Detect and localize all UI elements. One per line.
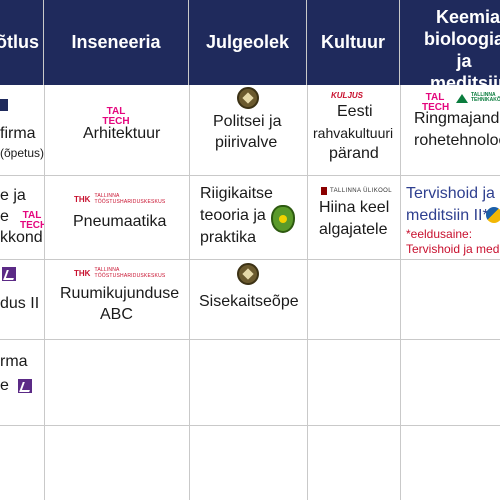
prerequisite-label: *eeldusaine: [406, 227, 473, 241]
course-cell-col0-row3[interactable]: rma e [0, 339, 44, 425]
tech-college-logo-text: TALLINNA TEHNIKAKÕRG [471, 92, 500, 103]
course-title: Hiina keel [319, 199, 390, 216]
course-cell-empty [307, 259, 400, 339]
column-header-label: Julgeolek [205, 32, 290, 52]
course-title: Sisekaitseõpe [199, 293, 299, 310]
course-title: kkond [0, 229, 43, 246]
column-divider [400, 85, 401, 500]
column-divider [44, 85, 45, 500]
course-cell-riigikaitse[interactable]: Riigikaitse teooria ja praktika [189, 175, 307, 259]
row-divider [0, 425, 500, 426]
column-divider [189, 85, 190, 500]
column-header-keemia[interactable]: Keemia, bioloogia ja meditsiin [400, 0, 500, 85]
column-header-label: õtlus [0, 32, 39, 52]
row-divider [0, 175, 500, 176]
tallinn-university-logo-text: TALLINNA ÜLIKOOL [330, 188, 392, 194]
academy-crest-icon [237, 263, 259, 285]
thk-logo-mark: THK [74, 194, 91, 204]
course-title: rahvakultuuri [313, 125, 394, 141]
course-title: praktika [200, 229, 257, 246]
tallinn-university-logo: TALLINNA ÜLIKOOL [321, 187, 392, 195]
course-title: e ja [0, 187, 26, 204]
health-college-logo-icon [486, 207, 500, 223]
course-title: rohetehnoloo [414, 132, 500, 149]
course-title: Eesti [337, 103, 373, 120]
taltech-logo: TAL TECH [422, 92, 450, 113]
course-cell-empty [307, 339, 400, 425]
course-title: Politsei ja [213, 113, 282, 130]
kuljus-logo: KULJUS [331, 91, 364, 100]
triangle-icon [456, 93, 468, 103]
column-divider [307, 85, 308, 500]
course-title: e [0, 208, 9, 225]
course-title: Arhitektuur [83, 125, 161, 142]
thk-logo: THK TALLINNA TÖÖSTUSHARIDUSKESKUS [74, 267, 166, 279]
course-cell-rahvakultuur[interactable]: KULJUS Eesti rahvakultuuri pärand [307, 85, 400, 175]
row-divider [0, 339, 500, 340]
course-title: Riigikaitse [200, 185, 273, 202]
column-header-julgeolek[interactable]: Julgeolek [189, 0, 307, 85]
academy-crest-icon [237, 87, 259, 109]
course-cell-col0-row2[interactable]: dus II [0, 259, 44, 339]
course-title: Ringmajandus [414, 110, 500, 127]
course-cell-empty [44, 339, 189, 425]
course-title: piirivalve [215, 134, 278, 151]
tlu-art-logo [2, 267, 16, 281]
course-title: Tervishoid ja [406, 185, 495, 202]
course-title: meditsiin II* [406, 207, 489, 224]
prerequisite-value: Tervishoid ja meditsii [406, 242, 500, 256]
column-header-otlus[interactable]: õtlus [0, 0, 44, 85]
course-title: pärand [329, 145, 379, 162]
thk-logo: THK TALLINNA TÖÖSTUSHARIDUSKESKUS [74, 193, 166, 205]
course-cell-empty [189, 339, 307, 425]
course-cell-arhitektuur[interactable]: TAL TECH Arhitektuur [44, 85, 189, 175]
course-cell-tervishoid[interactable]: Tervishoid ja meditsiin II* *eeldusaine:… [400, 175, 500, 259]
course-subtitle: (õpetus) [0, 146, 44, 160]
column-header-kultuur[interactable]: Kultuur [307, 0, 400, 85]
tallinn-university-icon [321, 187, 327, 195]
course-cell-empty [400, 259, 500, 339]
partner-logo-fragment [0, 99, 8, 111]
course-cell-col0-row0[interactable]: firma (õpetus) [0, 85, 44, 175]
thk-logo-text: TALLINNA TÖÖSTUSHARIDUSKESKUS [94, 267, 166, 279]
column-header-line: Keemia, [436, 7, 500, 27]
course-title: dus II [0, 295, 40, 312]
course-title: firma [0, 125, 36, 142]
defence-league-badge-icon [271, 205, 295, 233]
course-cell-sisekaitse[interactable]: Sisekaitseõpe [189, 259, 307, 339]
column-header-line: bioloogia ja [424, 29, 500, 71]
course-title: algajatele [319, 221, 388, 238]
course-title: Ruumikujunduse [60, 285, 180, 302]
taltech-logo: TAL TECH [20, 210, 44, 231]
thk-logo-mark: THK [74, 268, 91, 278]
thk-logo-text: TALLINNA TÖÖSTUSHARIDUSKESKUS [94, 193, 166, 205]
course-title: e [0, 377, 9, 394]
tlu-art-logo [18, 379, 32, 393]
taltech-logo: TAL TECH [102, 106, 130, 127]
course-cell-empty [400, 339, 500, 425]
column-header-line: meditsiin [430, 73, 500, 85]
course-cell-politsei[interactable]: Politsei ja piirivalve [189, 85, 307, 175]
course-title: rma [0, 353, 28, 370]
course-cell-ruumikujundus[interactable]: THK TALLINNA TÖÖSTUSHARIDUSKESKUS Ruumik… [44, 259, 189, 339]
course-cell-hiina-keel[interactable]: TALLINNA ÜLIKOOL Hiina keel algajatele [307, 175, 400, 259]
column-header-label: Inseneeria [71, 32, 161, 52]
tallinn-tech-college-logo: TALLINNA TEHNIKAKÕRG [456, 93, 500, 103]
course-cell-pneumaatika[interactable]: THK TALLINNA TÖÖSTUSHARIDUSKESKUS Pneuma… [44, 175, 189, 259]
course-title: teooria ja [200, 207, 266, 224]
course-title: ABC [100, 306, 133, 323]
column-header-label: Kultuur [321, 32, 385, 52]
row-divider [0, 259, 500, 260]
course-cell-col0-row1[interactable]: e ja e kkond TAL TECH [0, 175, 44, 259]
column-header-inseneeria[interactable]: Inseneeria [44, 0, 189, 85]
course-title: Pneumaatika [73, 213, 167, 230]
